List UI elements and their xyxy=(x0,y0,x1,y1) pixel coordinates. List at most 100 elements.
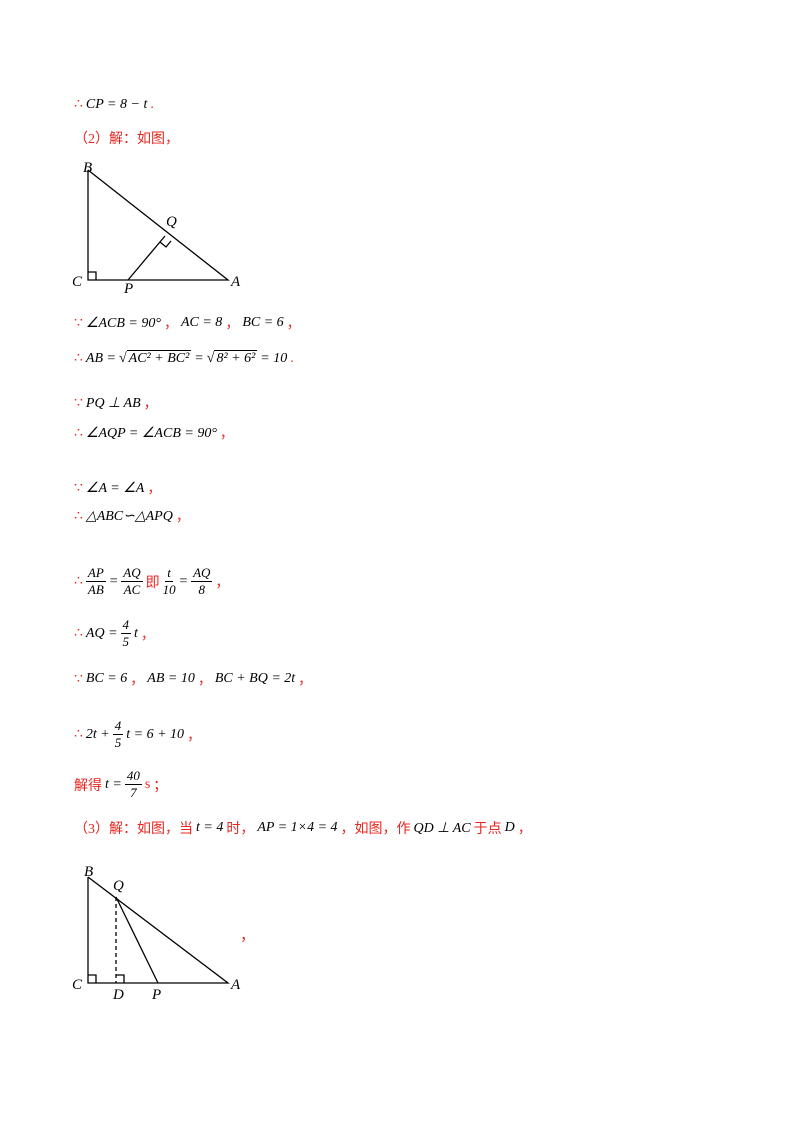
square-root: √ AC² + BC² xyxy=(118,349,192,367)
text: ， xyxy=(143,397,158,412)
vertex-label: C xyxy=(72,977,83,993)
text: 时， xyxy=(226,822,255,837)
text: ， xyxy=(225,317,240,332)
denominator: 10 xyxy=(162,582,176,597)
math: AB = 10 xyxy=(147,671,195,686)
text-line: ∴ AP AB = AQ AC 即 t 10 = AQ 8， xyxy=(74,565,229,598)
text-line: （3）解：如图，当 t = 4 时， AP = 1×4 = 4 ，如图，作 QD ⊥ AC… xyxy=(74,818,532,838)
radicand: 8² + 6² xyxy=(214,349,258,366)
math: t = 4 xyxy=(196,820,224,835)
denominator: AC xyxy=(123,582,141,597)
text: ∴ xyxy=(74,351,83,366)
text-line: ∴ AB = √ AC² + BC² = √ 8² + 6² = 10. xyxy=(74,349,294,367)
text: 解得 xyxy=(74,778,102,794)
math: △ABC∽△APQ xyxy=(85,508,173,524)
text-line: ∵ ∠ACB = 90°， AC = 8， BC = 6， xyxy=(74,313,301,333)
text: ， xyxy=(219,427,234,442)
math: ∠A = ∠A xyxy=(85,480,145,496)
math: AP = 1×4 = 4 xyxy=(257,820,338,835)
text: ， xyxy=(197,673,212,688)
denominator: 5 xyxy=(114,735,122,750)
text-line: ∴ ∠AQP = ∠ACB = 90°， xyxy=(74,423,234,443)
vertex-label: B xyxy=(83,160,92,176)
text-line: 解得 t = 40 7 s； xyxy=(74,768,167,801)
text: ， xyxy=(298,673,313,688)
math: BC + BQ = 2t xyxy=(214,671,296,686)
math: AB = xyxy=(85,350,116,366)
math: AQ = xyxy=(85,625,118,641)
text: s xyxy=(144,776,151,792)
math: t = 6 + 10 xyxy=(126,726,185,742)
math: D xyxy=(504,820,515,835)
vertex-label: P xyxy=(151,987,161,1003)
vertex-label: A xyxy=(230,977,241,993)
text: ， xyxy=(286,317,301,332)
vertex-label: P xyxy=(123,281,133,297)
text: （3）解：如图，当 xyxy=(74,822,193,837)
text: 即 xyxy=(145,575,160,591)
text: ； xyxy=(153,778,168,794)
text: ， xyxy=(140,627,155,643)
text-line: ∴ AQ = 4 5 t， xyxy=(74,617,155,650)
radical-sign: √ xyxy=(206,350,215,366)
text: ∵ xyxy=(74,395,83,411)
math: ∠ACB = 90° xyxy=(85,315,161,331)
text: ∴ xyxy=(74,626,83,641)
text: ， xyxy=(130,673,145,688)
text-line: ∵ ∠A = ∠A， xyxy=(74,478,161,498)
math: = 10 xyxy=(260,350,288,366)
text-line: ∵ BC = 6， AB = 10， BC + BQ = 2t， xyxy=(74,669,312,689)
numerator: AP xyxy=(85,565,106,582)
text-line: ∴ △ABC∽△APQ， xyxy=(74,506,190,526)
figure-2: B Q C D P A ， xyxy=(72,864,255,1003)
square-root: √ 8² + 6² xyxy=(206,349,258,367)
radical-sign: √ xyxy=(118,350,127,366)
math: ∠AQP = ∠ACB = 90° xyxy=(85,425,217,441)
numerator: 4 xyxy=(120,617,132,634)
text: ∵ xyxy=(74,315,83,331)
vertex-label: B xyxy=(84,864,93,880)
denominator: AB xyxy=(87,582,104,597)
text-line: ∴ CP = 8 − t. xyxy=(74,96,154,113)
text: ， xyxy=(517,822,532,837)
text: ， xyxy=(187,728,202,744)
text: ∵ xyxy=(74,480,83,496)
fraction: 40 7 xyxy=(124,768,142,801)
math: QD ⊥ AC xyxy=(413,820,471,836)
fraction: t 10 xyxy=(163,565,176,598)
math: 2t + xyxy=(85,726,110,742)
text: ， xyxy=(215,575,230,591)
text: ， xyxy=(175,510,190,525)
numerator: 40 xyxy=(124,768,142,785)
text: （2）解：如图， xyxy=(74,132,179,147)
math: = xyxy=(108,573,119,589)
punctuation: ， xyxy=(240,928,255,944)
numerator: 4 xyxy=(112,718,124,735)
math: BC = 6 xyxy=(242,315,284,330)
text: . xyxy=(150,96,154,112)
math: = xyxy=(178,573,189,589)
denominator: 7 xyxy=(130,785,137,800)
numerator: AQ xyxy=(121,565,143,582)
math: PQ ⊥ AB xyxy=(85,395,141,411)
text: ，如图，作 xyxy=(340,822,411,837)
fraction: AP AB xyxy=(85,565,106,598)
denominator: 5 xyxy=(122,634,130,649)
numerator: t xyxy=(165,565,173,582)
text: ∴ xyxy=(74,425,83,441)
vertex-label: C xyxy=(72,274,83,290)
text: ， xyxy=(147,482,162,497)
text: ， xyxy=(163,317,178,332)
text-line: ∵ PQ ⊥ AB， xyxy=(74,393,158,413)
math: AC = 8 xyxy=(180,315,223,330)
text: ∴ xyxy=(74,727,83,742)
figure-1: B Q C P A xyxy=(72,160,241,297)
text: ∵ xyxy=(74,671,83,687)
fraction: AQ AC xyxy=(121,565,143,598)
text: ∴ xyxy=(74,97,83,112)
text: 于点 xyxy=(473,822,502,837)
math: BC = 6 xyxy=(85,671,128,686)
vertex-label: Q xyxy=(166,214,177,230)
